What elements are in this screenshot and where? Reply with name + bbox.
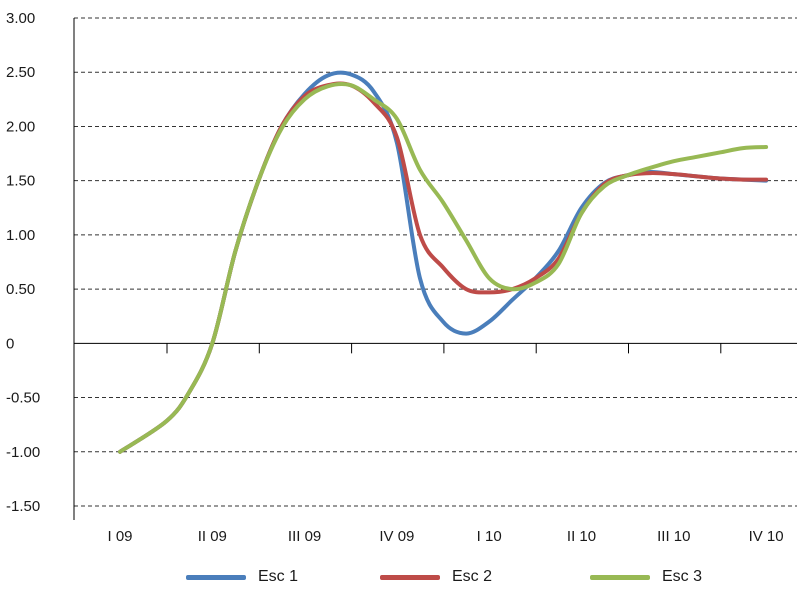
legend: Esc 1 Esc 2 Esc 3 <box>0 566 805 590</box>
y-tick-label: 0 <box>6 335 14 352</box>
gridlines <box>74 17 797 507</box>
x-axis-tick-labels: I 09 II 09 III 09 IV 09 I 10 II 10 III 10 IV 10 <box>107 528 783 545</box>
x-tick-label: II 09 <box>198 528 227 545</box>
series-line-esc-2 <box>118 81 769 454</box>
legend-item-esc-1: Esc 1 <box>186 566 298 588</box>
y-tick-label: 2.00 <box>6 118 35 135</box>
y-tick-label: -1.00 <box>6 444 40 461</box>
y-tick-label: -0.50 <box>6 390 40 407</box>
series-line-esc-3 <box>118 82 769 454</box>
legend-swatch-esc-3 <box>590 574 650 580</box>
legend-label-esc-2: Esc 2 <box>452 568 493 585</box>
x-tick-label: IV 10 <box>749 528 784 545</box>
y-tick-label: 2.50 <box>6 64 35 81</box>
x-tick-label: I 10 <box>477 528 502 545</box>
legend-label-esc-1: Esc 1 <box>258 568 299 585</box>
x-tick-label: I 09 <box>107 528 132 545</box>
x-tick-label: II 10 <box>567 528 596 545</box>
legend-item-esc-2: Esc 2 <box>380 566 492 588</box>
y-tick-label: 3.00 <box>6 10 35 27</box>
y-tick-label: -1.50 <box>6 498 40 515</box>
axes <box>73 18 797 520</box>
legend-swatch-esc-2 <box>380 574 440 580</box>
y-tick-label: 0.50 <box>6 281 35 298</box>
x-tick-label: IV 09 <box>379 528 414 545</box>
legend-swatch-esc-1 <box>186 574 246 580</box>
legend-item-esc-3: Esc 3 <box>590 566 702 588</box>
series-lines <box>118 70 769 454</box>
y-tick-label: 1.50 <box>6 173 35 190</box>
x-tick-label: III 10 <box>657 528 690 545</box>
x-tick-label: III 09 <box>288 528 321 545</box>
y-axis-tick-labels: 3.00 2.50 2.00 1.50 1.00 0.50 0 -0.50 -1.00 -1.50 <box>6 10 40 515</box>
y-tick-label: 1.00 <box>6 227 35 244</box>
legend-label-esc-3: Esc 3 <box>662 568 703 585</box>
series-line-esc-1 <box>118 70 769 454</box>
